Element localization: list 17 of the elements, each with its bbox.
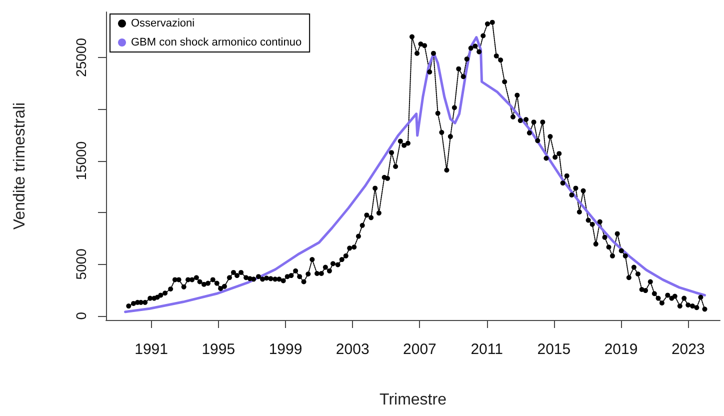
y-axis-title: Vendite trimestrali: [12, 102, 28, 230]
x-axis-title: Trimestre: [380, 392, 447, 408]
x-tick-label: 1991: [134, 341, 168, 358]
x-tick-label: 1995: [202, 341, 236, 358]
y-tick-label: 25000: [73, 38, 89, 77]
x-tick-label: 2003: [336, 341, 370, 358]
x-tick-label: 2007: [403, 341, 436, 358]
x-tick-label: 2011: [470, 341, 503, 358]
legend-label: Osservazioni: [131, 18, 195, 30]
x-tick-label: 1999: [268, 341, 302, 358]
x-tick-label: 2023: [671, 341, 705, 358]
y-tick-label: 15000: [73, 141, 89, 180]
x-tick-label: 2015: [537, 341, 571, 358]
legend-label: GBM con shock armonico continuo: [131, 36, 302, 48]
y-tick-label: 0: [73, 312, 89, 320]
y-tick-label: 5000: [73, 248, 89, 280]
x-tick-label: 2019: [604, 341, 638, 358]
